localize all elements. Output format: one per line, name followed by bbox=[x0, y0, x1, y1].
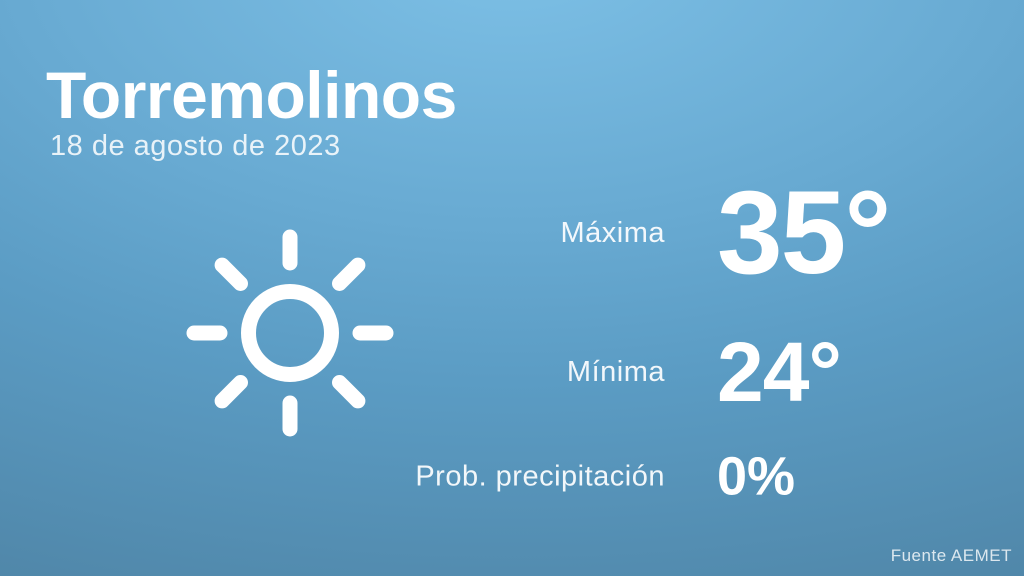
sun-icon bbox=[170, 213, 410, 453]
row-label: Prob. precipitación bbox=[415, 460, 665, 493]
weather-row-precipitation: Prob. precipitación 0% bbox=[300, 446, 984, 507]
row-value: 0% bbox=[717, 446, 796, 507]
row-value: 24° bbox=[717, 325, 842, 420]
weather-row-max: Máxima 35° bbox=[300, 166, 984, 299]
date-subtitle: 18 de agosto de 2023 bbox=[50, 130, 341, 162]
row-value: 35° bbox=[717, 166, 891, 299]
weather-row-min: Mínima 24° bbox=[300, 325, 984, 420]
row-label: Máxima bbox=[560, 216, 665, 249]
source-attribution: Fuente AEMET bbox=[890, 546, 1012, 565]
row-label: Mínima bbox=[566, 356, 665, 389]
page-title: Torremolinos bbox=[46, 58, 457, 132]
